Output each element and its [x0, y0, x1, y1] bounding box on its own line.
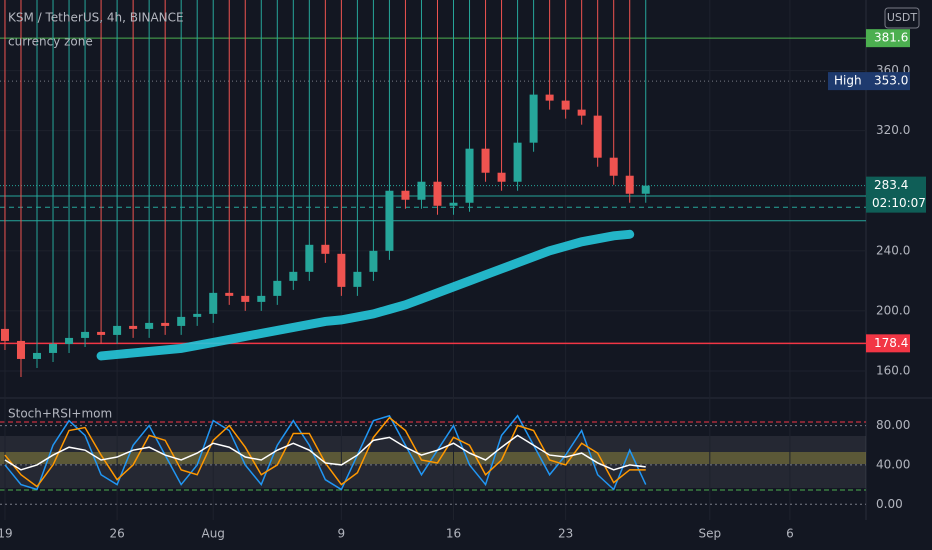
y-tick-label: 240.0 [876, 243, 910, 257]
y-tick-label: 320.0 [876, 123, 910, 137]
high-label-box [828, 72, 910, 91]
y-tick-label: 80.00 [876, 418, 910, 432]
candle-body [481, 148, 490, 173]
countdown: 02:10:07 [872, 196, 926, 210]
candle-body [609, 157, 618, 176]
candle-body [577, 109, 586, 116]
candle-body [305, 244, 314, 272]
chart-title: KSM / TetherUS, 4h, BINANCE [8, 11, 184, 25]
candle-body [385, 190, 394, 251]
x-tick-label: 6 [786, 527, 794, 541]
candle-body [433, 181, 442, 206]
candle-body [321, 244, 330, 254]
candle-body [593, 115, 602, 158]
resistance-label: 381.6 [874, 31, 908, 45]
candle-body [273, 280, 282, 296]
high-label-title: High [834, 74, 862, 88]
y-tick-label: 0.00 [876, 497, 903, 511]
candle-body [369, 250, 378, 272]
last-price-box [866, 176, 926, 213]
x-tick-label: Sep [698, 527, 721, 541]
candle-body [241, 295, 250, 302]
candle-body [545, 94, 554, 101]
candle-body [161, 322, 170, 326]
x-tick-label: 23 [558, 527, 573, 541]
oscillator-title: Stoch+RSI+mom [8, 407, 112, 421]
candle-body [145, 322, 154, 329]
support-label: 178.4 [874, 336, 908, 350]
x-tick-label: 9 [338, 527, 346, 541]
candle-body [129, 325, 138, 329]
candle-body [97, 331, 106, 335]
candle-body [401, 190, 410, 200]
candle-body [49, 343, 58, 353]
candle-body [0, 328, 9, 341]
x-tick-label: Aug [201, 527, 224, 541]
candle-body [257, 295, 266, 302]
moving-average [96, 229, 635, 361]
candle-body [193, 313, 202, 317]
candle-body [641, 185, 650, 194]
candle-body [353, 271, 362, 287]
oscillator-line [4, 434, 646, 471]
candle-body [529, 94, 538, 143]
plot [0, 0, 866, 520]
currency-badge[interactable] [884, 7, 920, 29]
x-tick-label: 19 [0, 527, 13, 541]
candle-body [625, 175, 634, 194]
y-tick-label: 200.0 [876, 303, 910, 317]
last-price: 283.4 [874, 178, 908, 192]
candle-body [337, 253, 346, 287]
currency: USDT [887, 11, 918, 24]
candle-body [113, 325, 122, 335]
candle-body [16, 340, 25, 359]
oscillator-line [4, 414, 647, 491]
candle-body [513, 142, 522, 182]
candle-body [177, 316, 186, 326]
candle-body [289, 271, 298, 281]
y-tick-label: 40.00 [876, 457, 910, 471]
candle-body [561, 100, 570, 110]
x-tick-label: 16 [446, 527, 461, 541]
candle-body [225, 292, 234, 296]
support-label-box [866, 334, 910, 353]
candle-body [465, 148, 474, 203]
candle-body [65, 337, 74, 344]
x-tick-label: 26 [109, 527, 124, 541]
candle-body [449, 202, 458, 206]
candle-body [81, 331, 90, 338]
y-tick-label: 160.0 [876, 363, 910, 377]
resistance-label-box [866, 29, 910, 48]
candle-body [417, 181, 426, 200]
indicator-label: currency zone [8, 35, 93, 49]
candle-body [209, 292, 218, 314]
candle-body [33, 352, 42, 359]
candle-body [497, 172, 506, 182]
high-label: 353.0 [874, 74, 908, 88]
